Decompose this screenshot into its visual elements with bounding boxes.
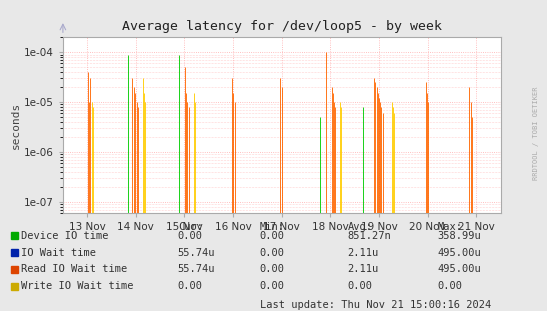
- Text: 0.00: 0.00: [260, 281, 285, 291]
- Text: Min:: Min:: [260, 222, 285, 232]
- Text: IO Wait time: IO Wait time: [21, 248, 96, 258]
- Text: Avg:: Avg:: [347, 222, 373, 232]
- Title: Average latency for /dev/loop5 - by week: Average latency for /dev/loop5 - by week: [121, 21, 442, 33]
- Text: 0.00: 0.00: [260, 264, 285, 274]
- Text: 495.00u: 495.00u: [438, 248, 481, 258]
- Text: RRDTOOL / TOBI OETIKER: RRDTOOL / TOBI OETIKER: [533, 87, 539, 180]
- Text: 0.00: 0.00: [178, 231, 203, 241]
- Y-axis label: seconds: seconds: [11, 102, 21, 149]
- Text: 2.11u: 2.11u: [347, 264, 379, 274]
- Text: 0.00: 0.00: [260, 248, 285, 258]
- Text: 495.00u: 495.00u: [438, 264, 481, 274]
- Text: Read IO Wait time: Read IO Wait time: [21, 264, 127, 274]
- Text: Device IO time: Device IO time: [21, 231, 108, 241]
- Text: 2.11u: 2.11u: [347, 248, 379, 258]
- Text: Cur:: Cur:: [178, 222, 203, 232]
- Text: Last update: Thu Nov 21 15:00:16 2024: Last update: Thu Nov 21 15:00:16 2024: [260, 300, 491, 310]
- Text: 358.99u: 358.99u: [438, 231, 481, 241]
- Text: 55.74u: 55.74u: [178, 248, 216, 258]
- Text: 0.00: 0.00: [438, 281, 463, 291]
- Text: Max:: Max:: [438, 222, 463, 232]
- Text: 55.74u: 55.74u: [178, 264, 216, 274]
- Text: 851.27n: 851.27n: [347, 231, 391, 241]
- Text: 0.00: 0.00: [260, 231, 285, 241]
- Text: Write IO Wait time: Write IO Wait time: [21, 281, 133, 291]
- Text: 0.00: 0.00: [178, 281, 203, 291]
- Text: 0.00: 0.00: [347, 281, 373, 291]
